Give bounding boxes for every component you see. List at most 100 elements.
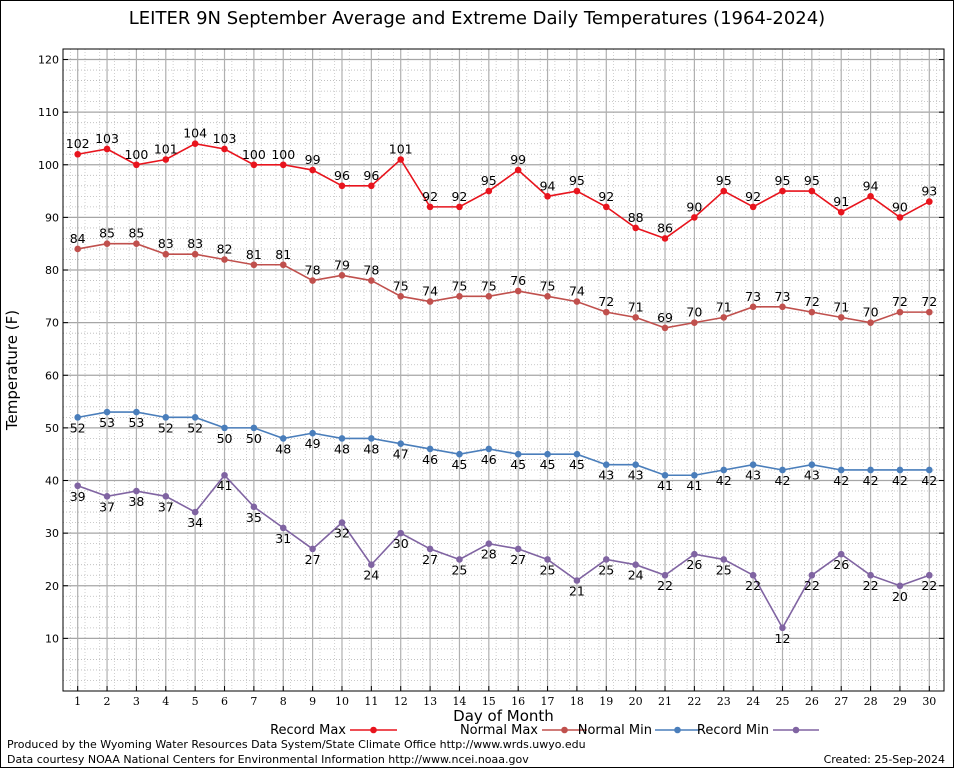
legend-swatch-marker [792,726,800,734]
data-label: 24 [363,568,379,583]
data-label: 26 [833,557,849,572]
data-label: 78 [363,263,379,278]
data-point [514,450,522,458]
series-line [77,242,930,329]
legend-swatch-marker [674,726,681,734]
data-point [720,556,728,563]
data-label: 93 [921,184,937,199]
data-point [103,145,111,153]
data-label: 30 [393,536,409,551]
x-tick-label: 13 [423,695,437,708]
data-point [837,208,845,216]
data-label: 37 [99,499,115,514]
data-point [749,303,757,311]
data-point [191,508,199,516]
data-point [544,193,551,200]
legend-swatch-marker [370,726,377,734]
data-label: 47 [393,447,409,462]
data-label: 21 [569,583,585,598]
data-label: 73 [775,289,791,304]
x-tick-label: 22 [687,695,701,708]
data-label: 27 [510,552,526,567]
data-point [896,214,904,221]
data-point [602,556,610,563]
data-label: 45 [510,457,526,472]
y-tick-label: 20 [45,580,59,593]
x-tick-label: 21 [658,695,672,708]
x-tick-label: 3 [133,695,140,708]
data-label: 52 [187,420,203,435]
grid [63,49,944,691]
data-label: 41 [657,478,673,493]
data-label: 104 [183,126,207,141]
data-point [808,461,816,469]
x-tick-label: 20 [629,695,643,708]
data-label: 102 [66,136,90,151]
data-label: 52 [70,420,86,435]
data-point [485,293,493,300]
data-label: 34 [187,515,203,530]
data-point [368,182,375,190]
data-label: 42 [833,473,849,488]
series-line [77,142,930,240]
data-point [661,235,669,242]
data-label: 41 [217,478,233,493]
data-point [250,261,258,269]
data-label: 22 [804,578,820,593]
data-label: 48 [275,441,291,456]
data-point [779,187,786,195]
x-tick-label: 11 [364,695,378,708]
y-tick-label: 40 [45,475,59,488]
data-point [221,424,228,432]
data-point [456,556,463,563]
data-label: 88 [628,210,644,225]
data-point [808,187,816,195]
data-point [779,466,786,474]
data-label: 22 [921,578,937,593]
data-point [191,140,199,148]
x-tick-label: 8 [280,695,287,708]
data-label: 75 [451,278,467,293]
data-point [103,408,111,416]
data-labels: 102 103 100 101 104 103 100 100 99 96 96 101 92 92 95 9… [66,126,938,646]
data-point [749,203,757,211]
data-point [162,414,170,421]
data-label: 85 [128,226,144,241]
y-tick-label: 50 [45,422,59,435]
legend: Record Max Normal Max Normal Min Record Min [270,723,819,738]
data-point [573,298,581,305]
data-point [103,492,111,500]
data-label: 37 [158,499,174,514]
data-label: 103 [213,131,237,146]
y-tick-label: 30 [45,527,59,540]
data-point [837,550,845,558]
data-point [514,287,522,295]
data-point [250,424,258,432]
data-point [250,503,258,511]
data-point [896,582,904,590]
data-label: 22 [745,578,761,593]
data-point [896,308,904,316]
data-point [691,319,698,326]
data-label: 72 [892,294,908,309]
x-tick-label: 26 [805,695,819,708]
data-label: 42 [892,473,908,488]
y-tick-label: 60 [45,369,59,382]
data-label: 41 [686,478,702,493]
data-label: 27 [305,552,321,567]
data-label: 45 [451,457,467,472]
footer-data-courtesy: Data courtesy NOAA National Centers for … [7,753,529,766]
data-label: 45 [540,457,556,472]
data-point [867,466,874,474]
data-point [221,145,228,153]
data-point [162,250,170,258]
data-label: 70 [686,305,702,320]
data-label: 28 [481,547,497,562]
data-label: 95 [716,173,732,188]
data-label: 92 [598,189,614,204]
plot-area [62,48,945,692]
data-label: 39 [70,489,86,504]
x-tick-label: 6 [221,695,228,708]
data-point [426,445,434,453]
